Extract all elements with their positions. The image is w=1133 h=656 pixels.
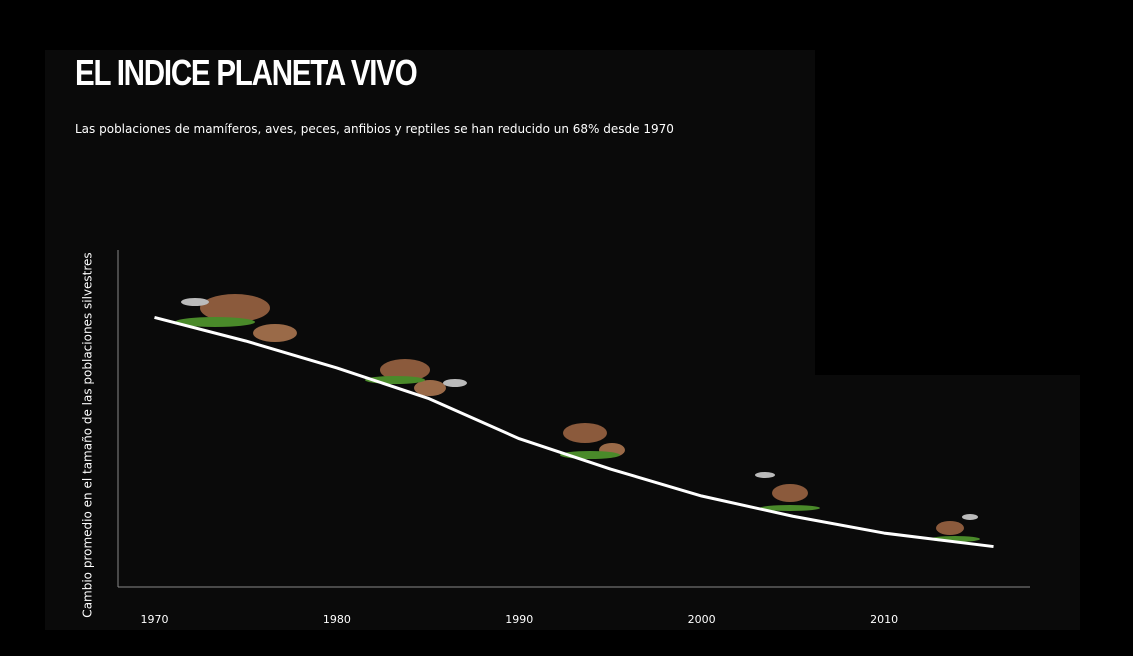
x-tick-label: 1990 <box>505 613 533 626</box>
chart-subtitle: Las poblaciones de mamíferos, aves, pece… <box>75 122 674 136</box>
y-axis-label: Cambio promedio en el tamaño de las pobl… <box>81 252 95 617</box>
line <box>154 315 994 549</box>
chart-title: EL INDICE PLANETA VIVO <box>75 52 418 93</box>
x-tick-label: 2000 <box>688 613 716 626</box>
animal-illustrations <box>175 294 980 542</box>
panel <box>45 50 815 380</box>
x-tick-label: 1980 <box>323 613 351 626</box>
x-tick-label: 1970 <box>140 613 168 626</box>
x-tick-label: 2010 <box>870 613 898 626</box>
